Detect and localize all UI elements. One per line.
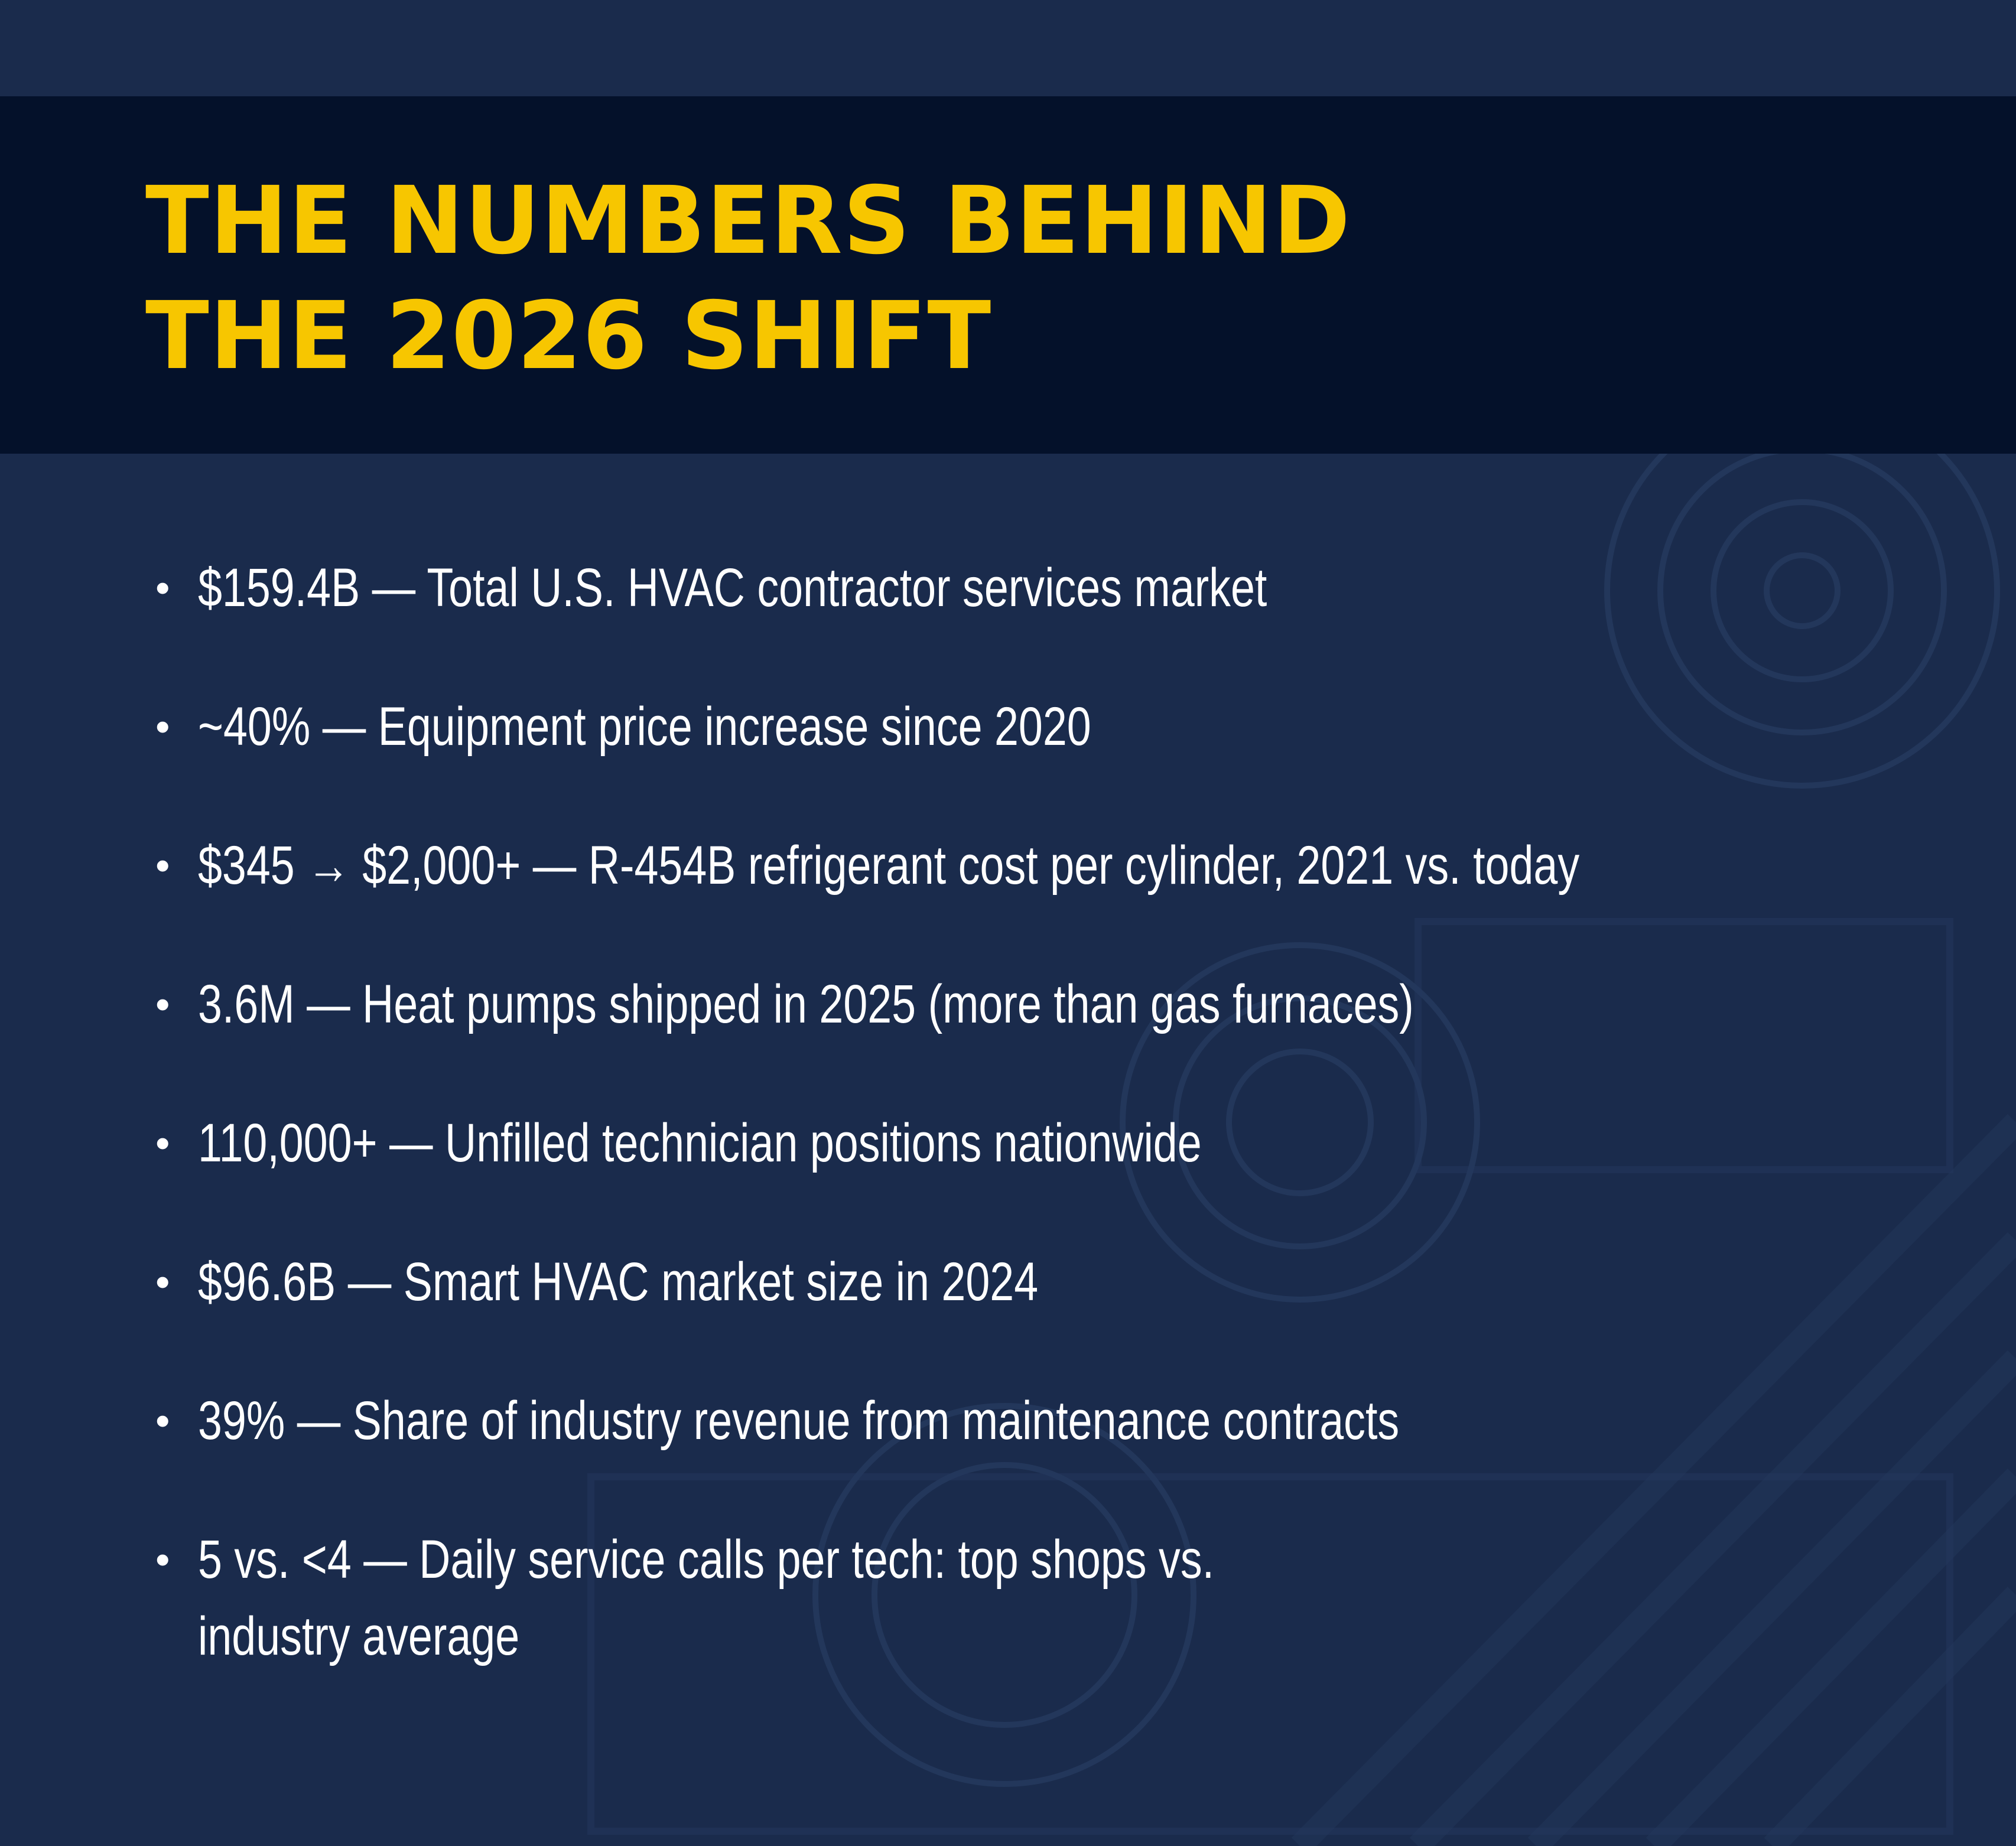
bullet-icon: • [155, 565, 170, 611]
bullet-icon: • [155, 1536, 170, 1583]
stat-item: • 5 vs. <4 — Daily service calls per tec… [151, 1521, 1923, 1675]
stat-item: • $345 → $2,000+ — R-454B refrigerant co… [151, 827, 1923, 904]
stat-item: • $159.4B — Total U.S. HVAC contractor s… [151, 549, 1923, 626]
stat-text: ~40% — Equipment price increase since 20… [198, 696, 1091, 757]
stat-text: $159.4B — Total U.S. HVAC contractor ser… [198, 558, 1267, 618]
bullet-icon: • [155, 704, 170, 750]
stat-text: $96.6B — Smart HVAC market size in 2024 [198, 1252, 1039, 1312]
stats-list: • $159.4B — Total U.S. HVAC contractor s… [151, 549, 1923, 1737]
stat-text: 5 vs. <4 — Daily service calls per tech:… [198, 1529, 1215, 1666]
title-band [0, 96, 2016, 454]
stat-item: • $96.6B — Smart HVAC market size in 202… [151, 1243, 1923, 1320]
stat-item: • ~40% — Equipment price increase since … [151, 688, 1923, 765]
stat-text: 39% — Share of industry revenue from mai… [198, 1391, 1400, 1451]
bullet-icon: • [155, 842, 170, 888]
bullet-icon: • [155, 981, 170, 1027]
stat-text: 110,000+ — Unfilled technician positions… [198, 1113, 1202, 1173]
stat-text: 3.6M — Heat pumps shipped in 2025 (more … [198, 974, 1414, 1034]
stat-item: • 39% — Share of industry revenue from m… [151, 1382, 1923, 1459]
stat-item: • 3.6M — Heat pumps shipped in 2025 (mor… [151, 966, 1923, 1043]
bullet-icon: • [155, 1120, 170, 1166]
title-line-1: THE NUMBERS BEHIND [145, 167, 1351, 275]
bullet-icon: • [155, 1398, 170, 1444]
title-line-2: THE 2026 SHIFT [145, 282, 992, 390]
bullet-icon: • [155, 1259, 170, 1305]
stat-text: $345 → $2,000+ — R-454B refrigerant cost… [198, 835, 1580, 896]
stat-item: • 110,000+ — Unfilled technician positio… [151, 1105, 1923, 1181]
